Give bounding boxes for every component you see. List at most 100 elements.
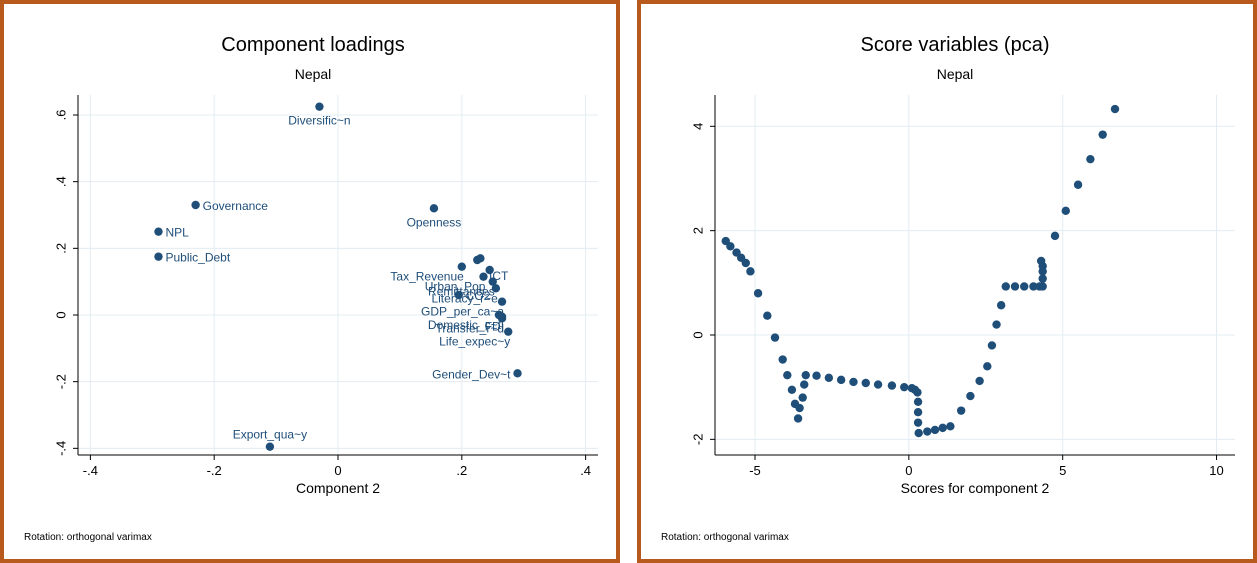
data-point [1010,282,1020,291]
data-point [801,370,810,380]
y-tick-label: -2 [690,434,705,446]
data-point [746,267,755,276]
data-point [488,277,497,286]
y-tick-label: -.4 [53,441,68,456]
data-point [913,388,922,397]
point-label: GDP_per_ca~a [421,305,504,319]
data-point [1036,256,1046,266]
data-point [741,258,750,268]
data-point [812,371,821,380]
data-point [753,289,763,298]
point-label: Urban_Pop [425,280,486,294]
point-label: Literacy_r~e [431,291,498,305]
rotation-note: Rotation: orthogonal varimax [24,532,152,543]
data-point [900,382,909,392]
data-point [1061,206,1070,216]
x-tick-label: -.2 [207,463,222,478]
data-point [914,428,923,438]
data-point [800,380,809,389]
point-label: Gender_Dev~t [432,367,511,381]
component-loadings-chart: -.4 -.2 0 .2 .4 .6 -.4 -.2 0 .2 .4 Component loadin… [0,0,620,563]
x-tick-label: 0 [905,463,912,478]
data-point [513,369,522,378]
point-label: Life_expec~y [439,335,510,349]
data-point [1038,282,1047,291]
point-label: Transfer_r~d [435,321,504,335]
x-tick-label: 5 [1059,463,1066,478]
data-point [849,377,858,387]
data-point [154,252,163,261]
point-label: CO2 [466,289,491,303]
x-tick-label: 0 [334,463,341,478]
data-point [887,381,897,390]
x-tick-label: .4 [580,463,591,478]
y-tick-label: -.2 [53,374,68,389]
data-point [983,362,992,371]
data-point [770,333,780,342]
data-point [1110,104,1120,114]
data-point [504,327,513,336]
data-point [315,102,324,111]
x-tick-label: -.4 [83,463,98,478]
data-point [795,403,804,413]
data-point [763,311,772,320]
data-point [1001,282,1010,291]
x-axis-title: Component 2 [296,480,380,496]
score-variables-chart: -2 0 2 4 -5 0 5 10 Score variables (pca) Nepal Sco… [637,0,1257,563]
data-point [956,406,966,415]
data-point [265,442,275,451]
data-point [938,423,947,433]
data-point [485,265,494,275]
rotation-note: Rotation: orthogonal varimax [661,532,789,543]
data-point [836,375,846,385]
point-label: Domestic_c~t [428,318,502,332]
data-point [454,290,463,300]
score-variables-panel: -2 0 2 4 -5 0 5 10 Score variables (pca) Nepal Sco… [637,0,1257,563]
data-point [783,370,792,380]
data-point [429,204,439,213]
data-point [1050,231,1060,241]
data-point [913,408,923,417]
data-point [1038,274,1047,283]
data-point [476,254,485,263]
data-point [946,422,955,431]
data-point [491,284,501,293]
y-tick-label: 0 [53,311,68,318]
data-point [1086,154,1095,164]
data-point [824,373,834,382]
data-point [793,414,803,423]
data-point [966,391,975,401]
component-loadings-panel: -.4 -.2 0 .2 .4 .6 -.4 -.2 0 .2 .4 Component loadin… [0,0,620,563]
x-tick-label: 10 [1209,463,1223,478]
point-label: Export_qua~y [233,428,307,442]
chart-title: Score variables (pca) [861,34,1050,56]
data-point [787,385,797,394]
y-tick-label: .6 [53,110,68,121]
point-label: Diversific~n [288,114,350,128]
y-tick-label: 4 [690,123,705,130]
data-point [191,200,200,210]
data-point [1020,282,1029,291]
data-point [996,301,1006,310]
point-label: NPL [165,226,189,240]
data-point [798,393,807,402]
point-label: Governance [203,199,269,213]
point-label: Remittances [428,285,495,299]
point-label: FDI [485,320,504,334]
data-point [913,397,923,406]
data-point [913,418,923,427]
data-point [861,378,870,388]
y-tick-label: .2 [53,243,68,254]
data-point [975,376,984,386]
data-point [923,427,932,436]
data-point [154,227,163,236]
point-label: Public_Debt [165,251,230,265]
data-point [778,355,787,364]
data-point [873,380,883,389]
data-point [497,297,507,306]
y-tick-label: 2 [690,227,705,234]
data-point [1098,130,1107,139]
x-axis-title: Scores for component 2 [901,480,1050,496]
chart-subtitle: Nepal [295,66,332,82]
x-tick-label: -5 [749,463,761,478]
